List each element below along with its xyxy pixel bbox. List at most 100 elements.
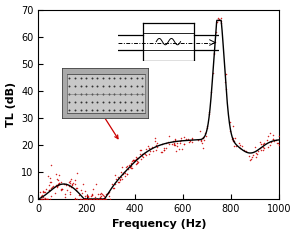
- Point: [173, 137, 178, 141]
- Point: [41, 189, 46, 193]
- Point: [47, 183, 51, 187]
- Point: [249, 157, 254, 161]
- Point: [271, 133, 276, 137]
- Point: [274, 141, 279, 145]
- Point: [241, 148, 246, 152]
- Point: [57, 181, 61, 185]
- Point: [135, 161, 140, 164]
- Point: [46, 188, 51, 192]
- Point: [231, 138, 236, 142]
- Point: [56, 184, 60, 187]
- Point: [58, 188, 63, 192]
- Point: [270, 137, 275, 141]
- Point: [39, 194, 44, 198]
- Point: [204, 134, 208, 138]
- Point: [170, 142, 175, 146]
- Point: [39, 197, 44, 201]
- Point: [151, 149, 155, 153]
- Point: [127, 163, 131, 167]
- Point: [219, 21, 224, 24]
- Point: [209, 90, 214, 94]
- Point: [56, 178, 60, 182]
- Point: [118, 178, 123, 181]
- Point: [211, 71, 215, 75]
- Point: [162, 149, 167, 152]
- Point: [100, 193, 105, 197]
- Point: [116, 176, 120, 179]
- Point: [262, 141, 266, 145]
- Point: [201, 135, 206, 139]
- Point: [42, 190, 46, 194]
- Point: [44, 197, 49, 201]
- Point: [41, 190, 46, 194]
- Point: [163, 146, 168, 149]
- Point: [44, 187, 48, 191]
- Point: [153, 139, 157, 143]
- Point: [135, 156, 139, 160]
- Point: [106, 192, 110, 195]
- Point: [166, 143, 171, 146]
- Point: [79, 191, 84, 195]
- Point: [178, 138, 183, 142]
- Point: [68, 185, 73, 188]
- Point: [177, 141, 182, 145]
- Point: [154, 148, 159, 152]
- Point: [251, 153, 255, 157]
- Point: [139, 154, 144, 158]
- Point: [244, 149, 249, 153]
- Point: [258, 141, 263, 144]
- Point: [98, 195, 103, 198]
- Point: [189, 136, 194, 140]
- Point: [80, 197, 85, 201]
- Point: [75, 197, 80, 201]
- Point: [175, 144, 179, 148]
- Point: [271, 137, 276, 141]
- Point: [68, 192, 72, 196]
- Point: [155, 145, 160, 149]
- Point: [253, 145, 257, 149]
- Point: [75, 171, 80, 175]
- Point: [91, 197, 95, 201]
- Point: [54, 185, 59, 189]
- Point: [59, 180, 64, 184]
- Point: [158, 150, 163, 154]
- Point: [56, 182, 61, 186]
- Point: [182, 142, 187, 146]
- Point: [131, 158, 136, 161]
- Point: [259, 143, 264, 146]
- Point: [180, 147, 184, 151]
- Point: [275, 141, 280, 145]
- Point: [98, 197, 103, 200]
- Point: [47, 197, 52, 201]
- Point: [80, 197, 85, 201]
- Point: [65, 189, 70, 192]
- Point: [200, 146, 205, 149]
- Point: [214, 30, 218, 34]
- Point: [85, 197, 90, 201]
- Point: [266, 134, 271, 138]
- Point: [94, 197, 99, 201]
- Point: [99, 197, 103, 201]
- Point: [49, 194, 54, 197]
- Point: [98, 197, 103, 201]
- Point: [102, 196, 107, 200]
- Point: [172, 143, 177, 147]
- Point: [83, 196, 88, 200]
- Point: [80, 183, 85, 186]
- Point: [171, 139, 176, 142]
- Point: [42, 197, 46, 201]
- Point: [140, 155, 145, 159]
- Point: [269, 140, 274, 144]
- Point: [38, 197, 43, 201]
- Point: [150, 145, 154, 149]
- Point: [83, 189, 88, 193]
- Point: [100, 197, 105, 200]
- Point: [190, 137, 195, 141]
- Point: [39, 197, 43, 201]
- Point: [73, 197, 78, 201]
- Point: [90, 192, 95, 196]
- Point: [102, 197, 107, 201]
- Point: [56, 181, 61, 185]
- Point: [154, 141, 159, 145]
- Point: [216, 16, 220, 20]
